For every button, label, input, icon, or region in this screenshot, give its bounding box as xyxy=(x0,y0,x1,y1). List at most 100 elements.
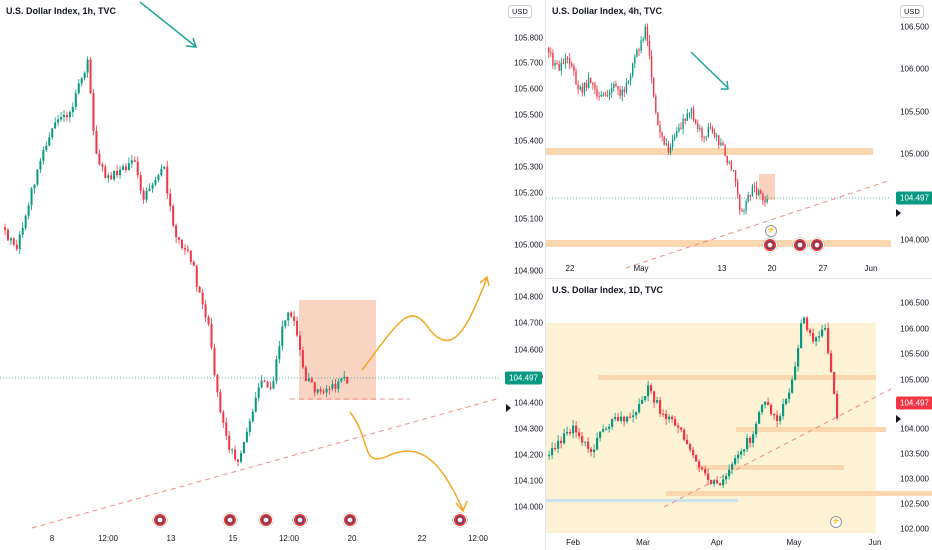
price-tick: 104.700 xyxy=(514,318,543,328)
price-tick: 105.700 xyxy=(514,58,543,68)
time-tick: 22 xyxy=(565,264,575,273)
us-event-flag-icon[interactable] xyxy=(223,513,237,527)
chart-pane-4h[interactable]: U.S. Dollar Index, 4h, TVC 106.500 106.00… xyxy=(546,0,932,278)
time-tick: 8 xyxy=(49,534,55,543)
time-tick: Feb xyxy=(566,538,580,547)
flash-icon-1d[interactable]: ⚡ xyxy=(830,516,842,528)
d1-candle xyxy=(707,473,710,480)
time-tick: May xyxy=(786,538,802,547)
d1-candle xyxy=(776,415,779,422)
demand-zone xyxy=(546,499,738,502)
chart-canvas-4h[interactable] xyxy=(546,0,932,278)
main-candle xyxy=(319,389,322,392)
price-tick: 105.400 xyxy=(514,136,543,146)
h4-candle xyxy=(686,113,688,121)
d1-candle xyxy=(557,440,560,449)
main-candle xyxy=(228,435,231,450)
main-candle xyxy=(110,175,113,180)
bearish-projection-head xyxy=(455,500,468,513)
main-candle xyxy=(33,184,36,189)
time-axis-1d[interactable]: Feb Mar Apr May Jun xyxy=(546,534,891,550)
price-scale-1h[interactable]: 104.800104.700104.600104.500104.400104.3… xyxy=(500,0,545,520)
us-event-flag-icon[interactable] xyxy=(293,513,307,527)
d1-candle xyxy=(803,317,806,324)
scroll-to-realtime-arrow-4h[interactable] xyxy=(896,209,901,217)
main-candle xyxy=(113,170,116,180)
price-tick: 104.300 xyxy=(514,424,543,434)
h4-candle xyxy=(682,118,684,129)
time-tick: 13 xyxy=(166,534,176,543)
d1-candle xyxy=(833,371,836,394)
d1-candle xyxy=(638,403,641,413)
chart-canvas-1d[interactable] xyxy=(546,279,932,550)
h4-candle xyxy=(629,75,632,81)
chart-canvas-1h[interactable] xyxy=(0,0,545,550)
h4-candle xyxy=(583,82,586,93)
h4-candle xyxy=(548,47,550,53)
main-candle xyxy=(74,93,77,108)
us-event-flag-icon[interactable] xyxy=(763,238,777,252)
pane-divider-vertical[interactable] xyxy=(545,0,546,550)
d1-candle xyxy=(566,431,569,434)
h4-candle xyxy=(711,128,714,133)
chart-pane-1h[interactable]: U.S. Dollar Index, 1h, TVC 104.800 104.70… xyxy=(0,0,545,550)
h4-candle xyxy=(634,56,636,64)
main-candle xyxy=(257,387,260,398)
us-event-flag-icon[interactable] xyxy=(453,513,467,527)
pane-divider-horizontal[interactable] xyxy=(546,278,932,279)
price-tick: 105.500 xyxy=(900,349,929,359)
main-candle xyxy=(51,128,54,138)
us-event-flag-icon[interactable] xyxy=(810,238,824,252)
main-candle xyxy=(83,72,86,79)
h4-candle xyxy=(703,137,705,139)
d1-candle xyxy=(680,427,683,430)
us-event-flag-icon[interactable] xyxy=(793,238,807,252)
us-event-flag-icon[interactable] xyxy=(259,513,273,527)
main-candle xyxy=(151,184,154,189)
scroll-to-realtime-arrow-1d[interactable] xyxy=(896,415,901,423)
main-candle xyxy=(245,431,248,443)
d1-candle xyxy=(635,412,638,416)
h4-candle xyxy=(720,142,722,146)
time-axis-4h[interactable]: 22 May 13 20 27 Jun xyxy=(546,260,891,278)
time-tick: 27 xyxy=(818,264,828,273)
d1-candle xyxy=(650,385,653,392)
chart-pane-1d[interactable]: U.S. Dollar Index, 1D, TVC 106.500 106.00… xyxy=(546,279,932,550)
currency-badge-4h[interactable]: USD xyxy=(900,5,924,18)
h4-candle xyxy=(596,89,598,97)
us-event-flag-icon[interactable] xyxy=(153,513,167,527)
d1-candle xyxy=(827,328,830,354)
support-zone-1 xyxy=(736,427,886,432)
d1-candle xyxy=(587,441,590,449)
h4-candle xyxy=(734,170,737,182)
main-candle xyxy=(293,316,296,322)
currency-badge-1h[interactable]: USD xyxy=(508,5,532,18)
scroll-to-realtime-arrow-1h[interactable] xyxy=(506,404,511,412)
us-event-flag-icon[interactable] xyxy=(343,513,357,527)
main-candle xyxy=(260,380,263,388)
price-tick: 105.200 xyxy=(514,188,543,198)
h4-candle xyxy=(753,186,756,188)
main-candle xyxy=(172,206,175,226)
h4-candle xyxy=(726,155,728,163)
price-tick: 102.500 xyxy=(900,499,929,509)
time-axis-1h[interactable]: 8 12:00 13 15 12:00 20 22 12:00 xyxy=(0,530,500,550)
support-zone-2 xyxy=(696,465,844,470)
h4-candle xyxy=(697,122,699,129)
price-tick: 104.200 xyxy=(514,450,543,460)
h4-candle xyxy=(674,136,676,140)
flash-icon-4h[interactable]: ⚡ xyxy=(765,225,777,237)
price-tick: 104.900 xyxy=(514,266,543,276)
main-candle xyxy=(21,227,24,235)
price-tick: 106.500 xyxy=(900,22,929,32)
main-candle xyxy=(281,326,284,347)
main-candle xyxy=(207,317,210,324)
d1-candle xyxy=(632,415,635,418)
main-candle xyxy=(80,78,83,84)
price-tick: 104.000 xyxy=(900,235,929,245)
d1-candle xyxy=(746,438,749,450)
h4-candle xyxy=(598,96,600,98)
price-scale-4h-right[interactable]: 106.500106.000105.500105.000104.500104.0… xyxy=(891,0,931,260)
d1-candle xyxy=(836,393,839,419)
d1-candle xyxy=(722,479,725,486)
